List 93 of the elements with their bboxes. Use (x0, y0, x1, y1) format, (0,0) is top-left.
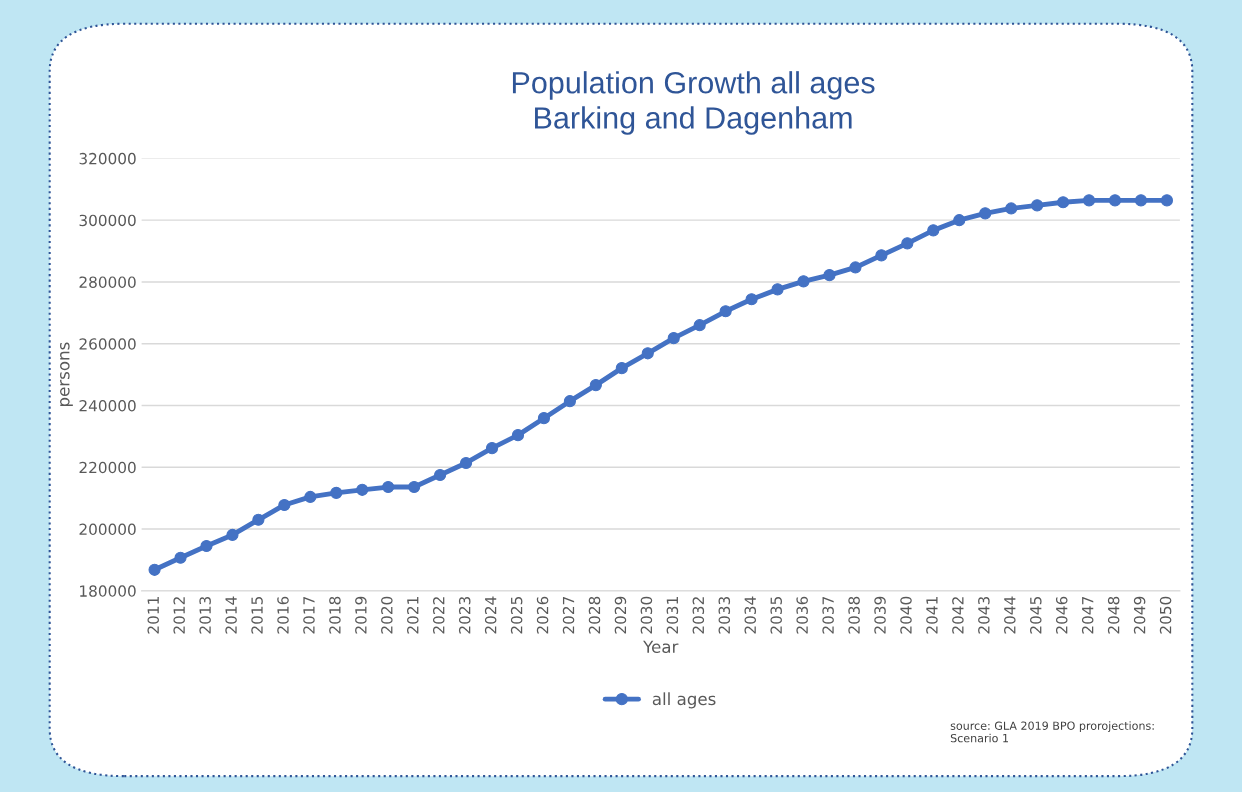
x-tick-label: 2047 (1081, 597, 1094, 634)
point (148, 563, 161, 576)
x-tick-label: 2031 (666, 597, 679, 634)
x-tick-label: 2025 (510, 597, 523, 634)
x-tick-label: 2034 (744, 596, 757, 634)
y-tick-label: 300000 (79, 214, 136, 227)
x-tick-label: 2020 (381, 596, 393, 634)
x-tick-label: 2044 (1004, 596, 1016, 634)
point (252, 513, 265, 526)
point (1160, 194, 1173, 207)
point (641, 347, 654, 360)
x-tick-label: 2023 (458, 596, 471, 634)
x-tick-label: 2033 (718, 596, 731, 634)
point (615, 362, 628, 375)
x-tick-label: 2013 (199, 596, 211, 634)
point (1031, 199, 1044, 212)
point (589, 379, 602, 392)
y-tick-label: 280000 (79, 276, 136, 288)
point (485, 442, 499, 455)
x-tick-label: 2021 (407, 597, 419, 634)
x-tick-label: 2049 (1133, 596, 1146, 634)
x-tick-label: 2029 (614, 596, 627, 634)
point (953, 214, 966, 227)
x-tick-label: 2016 (277, 596, 289, 634)
y-tick-label: 260000 (79, 338, 136, 350)
x-tick-label: 2030 (640, 596, 653, 634)
x-tick-label: 2012 (173, 597, 185, 634)
x-tick-label: 2042 (952, 597, 964, 634)
point (537, 412, 551, 425)
source-note: source: GLA 2019 BPO prorojections: Scenario 1 (950, 721, 1154, 743)
point (226, 528, 239, 541)
x-tick-label: 2015 (251, 597, 263, 634)
point (563, 395, 576, 408)
x-tick-label: 2017 (303, 597, 315, 634)
point (771, 283, 784, 296)
x-tick-label: 2032 (692, 597, 705, 634)
point (304, 490, 317, 504)
point (200, 539, 213, 553)
y-tick-label: 240000 (79, 399, 136, 412)
x-tick-label: 2026 (536, 596, 549, 634)
x-tick-label: 2038 (848, 596, 860, 634)
point (1005, 202, 1018, 215)
point (1134, 194, 1148, 207)
x-tick-label: 2040 (900, 596, 912, 634)
point (667, 332, 680, 345)
point (408, 480, 421, 494)
point (979, 207, 992, 220)
x-tick-label: 2037 (822, 597, 834, 634)
point (278, 498, 291, 512)
x-tick-label: 2039 (874, 596, 886, 634)
point (330, 486, 343, 499)
x-tick-label: 2022 (432, 597, 445, 634)
point (745, 293, 758, 306)
x-tick-label: 2018 (329, 596, 341, 634)
x-tick-label: 2043 (978, 596, 990, 634)
y-axis-title: persons (60, 342, 73, 407)
point (823, 269, 836, 282)
chart-title: Population Growth all ages Barking and Dagenham (512, 71, 875, 135)
x-tick-label: 2046 (1055, 596, 1068, 634)
x-tick-label: 2011 (147, 597, 159, 634)
y-tick-label: 200000 (79, 523, 136, 536)
point (511, 429, 525, 442)
point (901, 237, 914, 250)
legend-label: all ages (652, 692, 716, 709)
point (693, 319, 706, 332)
x-tick-label: 2041 (926, 597, 938, 634)
y-tick-label: 320000 (79, 152, 136, 165)
point (1108, 194, 1122, 207)
x-tick-label: 2045 (1030, 597, 1042, 634)
x-tick-label: 2048 (1107, 596, 1120, 634)
point (797, 275, 810, 288)
point (382, 480, 395, 494)
point (875, 249, 888, 262)
point (356, 483, 369, 496)
point (1082, 194, 1096, 207)
y-tick-label: 220000 (79, 461, 136, 474)
y-tick-label: 180000 (80, 585, 136, 597)
x-axis-title: Year (643, 640, 679, 654)
x-tick-label: 2014 (225, 596, 237, 634)
x-tick-label: 2050 (1159, 596, 1172, 634)
x-tick-label: 2019 (355, 596, 367, 634)
point (1057, 196, 1070, 209)
x-tick-label: 2028 (588, 596, 601, 634)
x-tick-label: 2024 (484, 596, 497, 634)
point (719, 305, 732, 318)
point (927, 224, 940, 237)
point (434, 468, 447, 482)
point (174, 551, 187, 564)
point (459, 456, 473, 470)
x-tick-label: 2027 (562, 597, 575, 634)
x-tick-label: 2036 (796, 596, 808, 634)
point (849, 261, 862, 274)
x-tick-label: 2035 (770, 597, 782, 634)
